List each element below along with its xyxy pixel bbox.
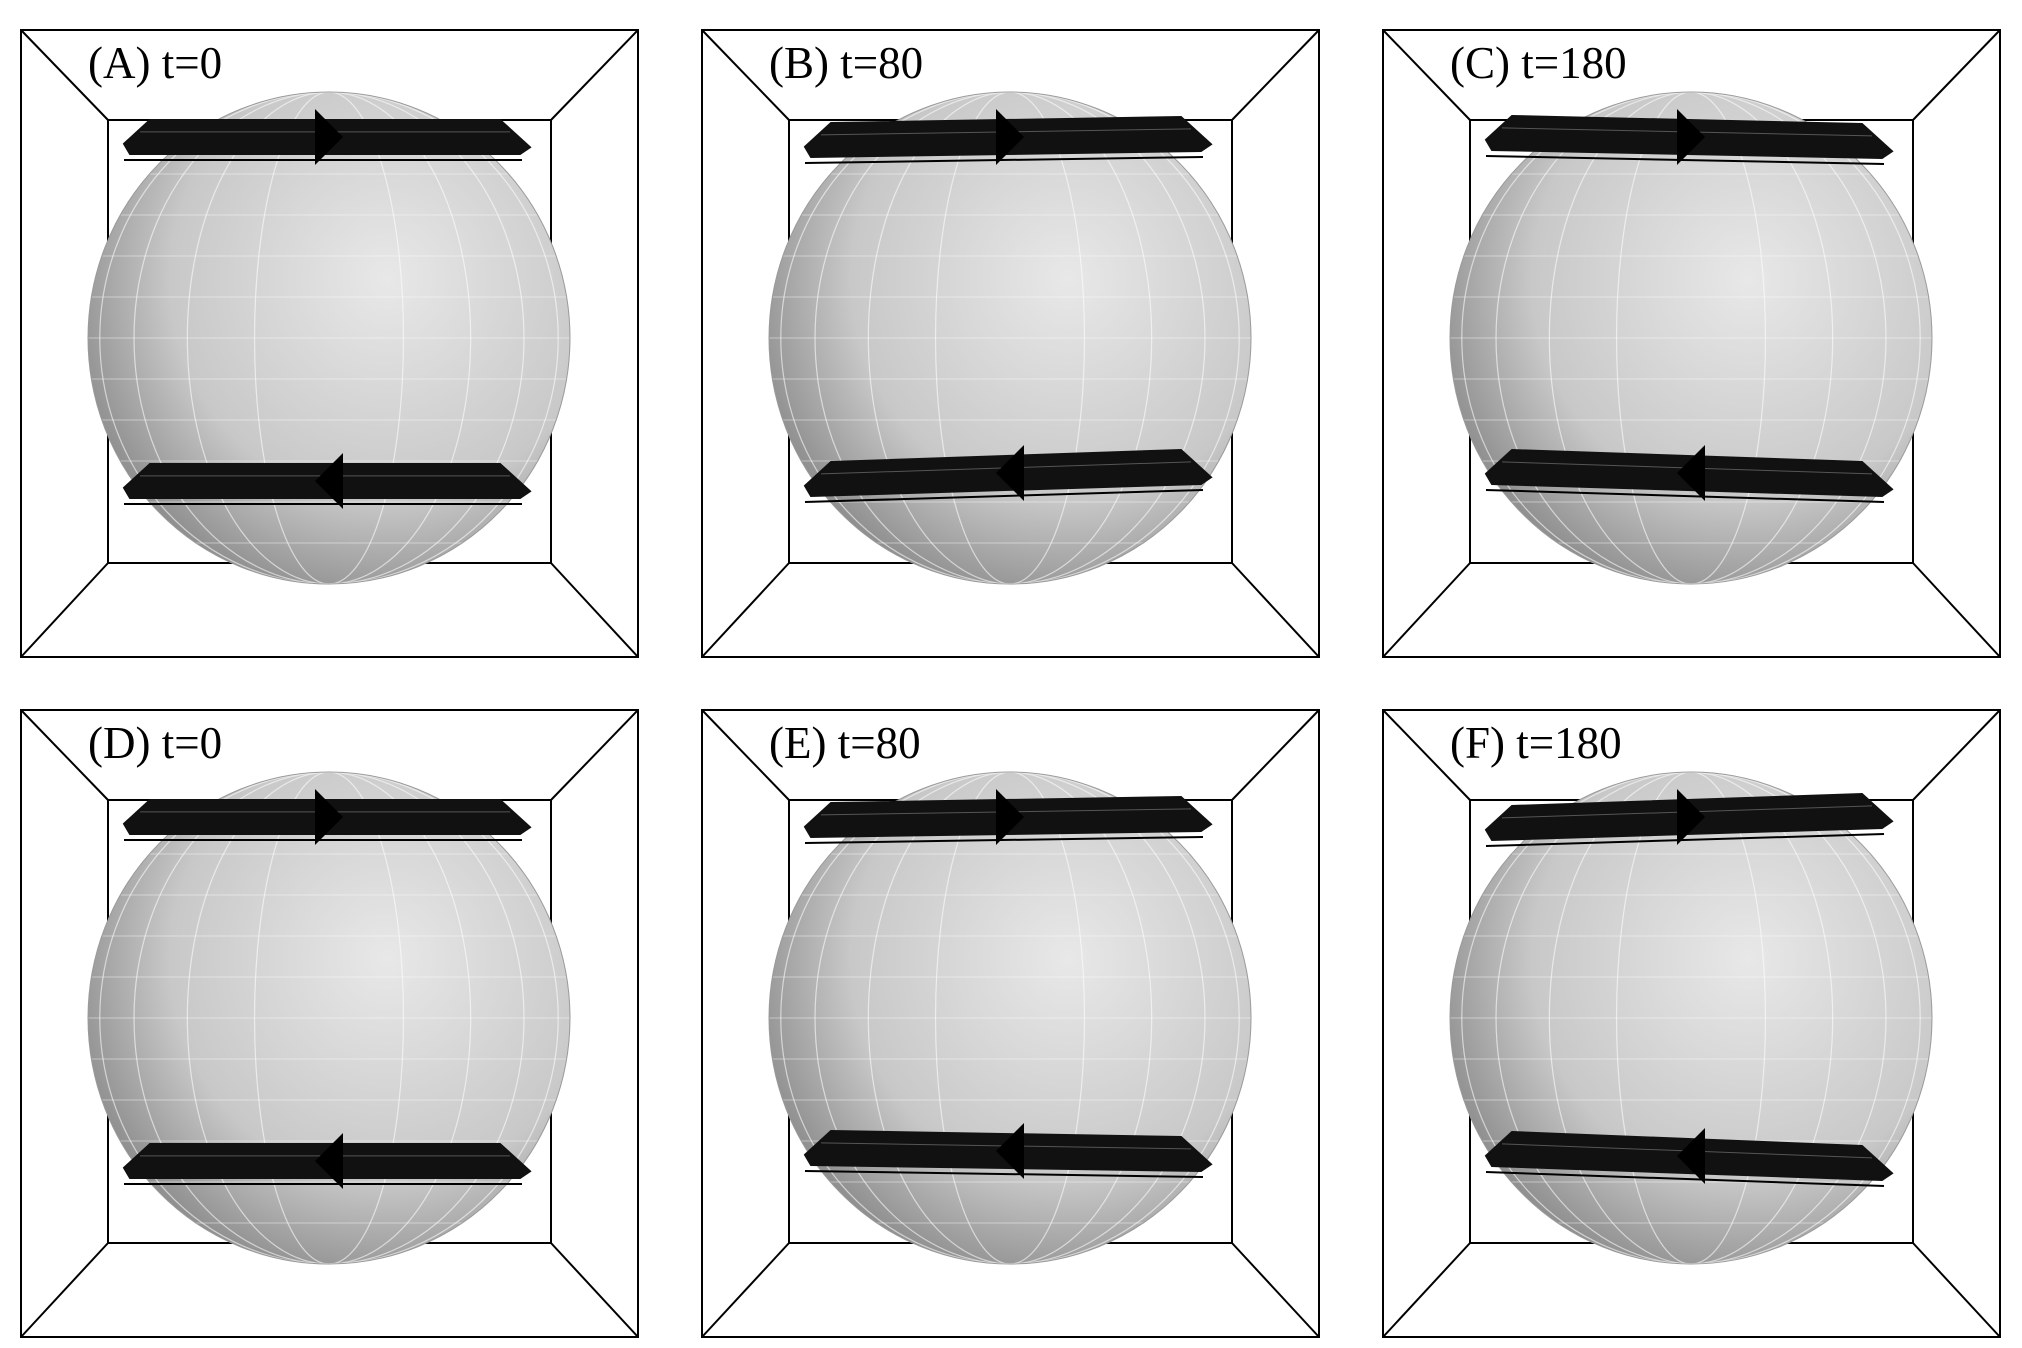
panel-a: (A) t=0 (20, 29, 639, 658)
perspective-edge (1912, 709, 2001, 801)
sphere (87, 771, 571, 1265)
outer-frame (1382, 29, 2001, 658)
perspective-edge (1912, 1242, 2001, 1338)
perspective-edge (550, 1242, 639, 1338)
perspective-edge (701, 709, 790, 801)
panel-e: (E) t=80 (701, 709, 1320, 1338)
top-band (1484, 109, 1894, 165)
top-band (122, 109, 532, 165)
perspective-edge (1382, 1242, 1471, 1338)
panel-label: (C) t=180 (1450, 38, 1627, 88)
arrow-right-icon (315, 109, 343, 165)
arrow-left-icon (996, 445, 1024, 501)
top-band (803, 789, 1213, 845)
panel-label: (D) t=0 (88, 718, 223, 768)
perspective-edge (1382, 709, 1471, 801)
perspective-edge (550, 562, 639, 658)
outer-frame (701, 29, 1320, 658)
panel-b: (B) t=80 (701, 29, 1320, 658)
perspective-edge (20, 709, 109, 801)
outer-frame (20, 709, 639, 1338)
perspective-edge (20, 562, 109, 658)
perspective-edge (1912, 562, 2001, 658)
arrow-left-icon (1677, 445, 1705, 501)
sphere (87, 91, 571, 585)
perspective-edge (1231, 29, 1320, 121)
outer-frame (20, 29, 639, 658)
perspective-edge (701, 29, 790, 121)
panel-d: (D) t=0 (20, 709, 639, 1338)
panel-label: (E) t=80 (769, 718, 921, 768)
arrow-right-icon (315, 789, 343, 845)
bottom-band (122, 1133, 532, 1189)
top-band (1484, 789, 1894, 847)
panel-label: (B) t=80 (769, 38, 924, 88)
bottom-band (122, 453, 532, 509)
perspective-edge (550, 29, 639, 121)
arrow-left-icon (1677, 1128, 1705, 1184)
panel-label: (A) t=0 (88, 38, 223, 88)
sphere-scene (1382, 709, 2001, 1338)
perspective-edge (1231, 562, 1320, 658)
sphere (768, 771, 1252, 1265)
outer-frame (701, 709, 1320, 1338)
arrow-left-icon (996, 1123, 1024, 1179)
sphere-scene (20, 709, 639, 1338)
perspective-edge (1231, 1242, 1320, 1338)
sphere-scene (701, 709, 1320, 1338)
sphere-scene (701, 29, 1320, 658)
arrow-left-icon (315, 453, 343, 509)
perspective-edge (701, 1242, 790, 1338)
arrow-right-icon (1677, 109, 1705, 165)
top-band (122, 789, 532, 845)
perspective-edge (20, 29, 109, 121)
arrow-right-icon (996, 109, 1024, 165)
bottom-band (803, 445, 1213, 503)
sphere (1449, 91, 1933, 585)
perspective-edge (550, 709, 639, 801)
panel-f: (F) t=180 (1382, 709, 2001, 1338)
panel-c: (C) t=180 (1382, 29, 2001, 658)
perspective-edge (701, 562, 790, 658)
sphere (768, 91, 1252, 585)
perspective-edge (20, 1242, 109, 1338)
bottom-band (1484, 445, 1894, 503)
outer-frame (1382, 709, 2001, 1338)
sphere-scene (20, 29, 639, 658)
perspective-edge (1382, 29, 1471, 121)
bottom-band (1484, 1128, 1894, 1187)
perspective-edge (1231, 709, 1320, 801)
arrow-right-icon (1677, 789, 1705, 845)
perspective-edge (1912, 29, 2001, 121)
top-band (803, 109, 1213, 165)
arrow-left-icon (315, 1133, 343, 1189)
bottom-band (803, 1123, 1213, 1179)
sphere-scene (1382, 29, 2001, 658)
arrow-right-icon (996, 789, 1024, 845)
panel-label: (F) t=180 (1450, 718, 1622, 768)
perspective-edge (1382, 562, 1471, 658)
